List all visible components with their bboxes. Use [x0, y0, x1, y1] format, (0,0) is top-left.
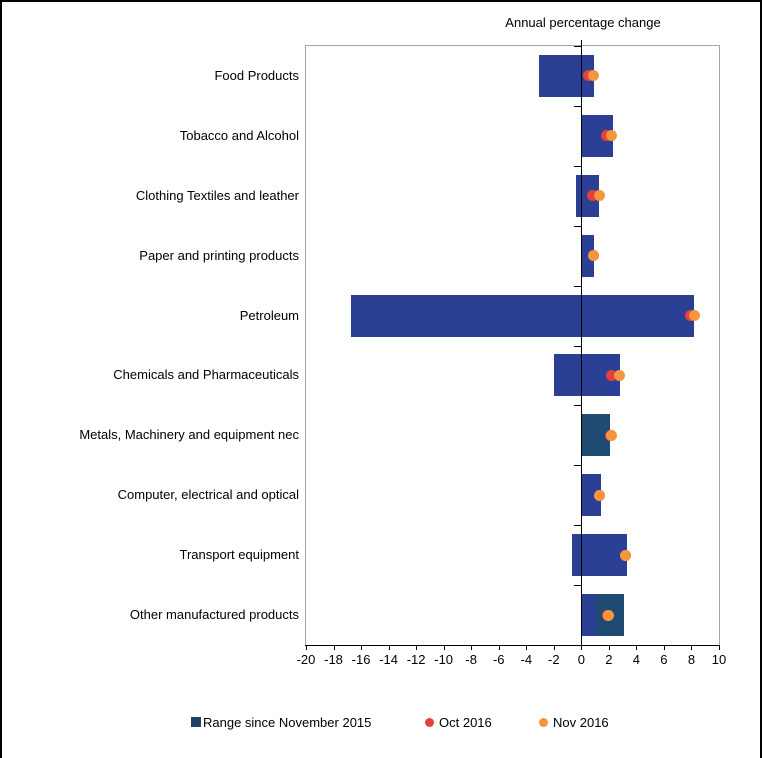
x-tick-label: -8 — [465, 652, 477, 667]
x-tick-label: -4 — [520, 652, 533, 667]
nov-marker-dot — [593, 190, 605, 202]
x-axis-tick — [663, 645, 665, 650]
x-axis-tick — [333, 645, 335, 650]
x-tick-label: 10 — [711, 652, 727, 667]
range-bar — [581, 234, 594, 277]
category-label: Paper and printing products — [139, 247, 299, 263]
category-label: Petroleum — [239, 307, 299, 323]
oct-marker-dot — [586, 190, 598, 202]
x-tick-label: -12 — [406, 652, 426, 667]
x-axis-tick — [471, 645, 473, 650]
nov-marker-dot — [614, 369, 626, 381]
nov-marker-dot — [606, 429, 618, 441]
category-axis-tick — [574, 465, 582, 467]
x-tick-label: -10 — [434, 652, 454, 667]
category-label: Other manufactured products — [129, 607, 299, 623]
x-tick-label: -16 — [351, 652, 371, 667]
x-axis-tick — [581, 645, 583, 650]
x-axis-tick — [443, 645, 445, 650]
x-axis-tick — [361, 645, 363, 650]
category-axis-tick — [574, 405, 582, 407]
x-tick-label: -14 — [379, 652, 398, 667]
legend-nov-label: Nov 2016 — [553, 715, 609, 730]
chart-title: Annual percentage change — [505, 15, 661, 30]
x-tick-label: -18 — [324, 652, 343, 667]
x-axis-tick — [553, 645, 555, 650]
x-axis-tick — [636, 645, 638, 650]
x-tick-label: 8 — [687, 652, 696, 667]
range-bar — [581, 474, 601, 517]
category-axis-tick — [574, 525, 582, 527]
nov-marker-dot — [593, 489, 605, 501]
range-bar — [351, 294, 695, 337]
x-tick-label: 6 — [660, 652, 668, 667]
category-axis-tick — [574, 225, 582, 227]
x-tick-label: -6 — [492, 652, 505, 667]
category-label: Food Products — [214, 67, 299, 83]
nov-marker-dot — [606, 130, 618, 142]
category-axis-tick — [574, 165, 582, 167]
range-series-swatch-icon — [191, 717, 201, 727]
x-axis-tick — [719, 645, 720, 650]
nov-series-dot-icon — [539, 718, 548, 727]
category-label: Transport equipment — [179, 547, 299, 563]
x-tick-label: 0 — [577, 652, 585, 667]
nov-marker-dot — [688, 310, 700, 322]
category-label: Metals, Machinery and equipment nec — [79, 427, 299, 443]
x-axis-tick — [498, 645, 500, 650]
oct-series-dot-icon — [425, 718, 434, 727]
x-tick-label: -20 — [296, 652, 316, 667]
x-axis-tick — [388, 645, 390, 650]
nov-marker-dot — [588, 70, 600, 82]
nov-marker-dot — [603, 609, 615, 621]
x-axis-line — [305, 645, 720, 646]
category-axis-tick — [574, 46, 582, 47]
x-axis-tick — [416, 645, 418, 650]
x-axis-tick — [306, 645, 307, 650]
oct-marker-dot — [606, 369, 618, 381]
x-axis-tick — [691, 645, 693, 650]
oct-marker-dot — [582, 70, 594, 82]
zero-axis-line — [580, 40, 583, 645]
category-axis-tick — [574, 105, 582, 107]
nov-marker-dot — [588, 250, 600, 262]
category-label: Computer, electrical and optical — [117, 487, 299, 503]
range-bar — [581, 594, 597, 637]
nov-marker-dot — [619, 549, 631, 561]
x-tick-label: 4 — [632, 652, 640, 667]
x-axis-tick — [526, 645, 528, 650]
category-label: Clothing Textiles and leather — [135, 187, 299, 203]
category-axis-tick — [574, 585, 582, 587]
category-axis-tick — [574, 285, 582, 287]
x-tick-label: 2 — [605, 652, 613, 667]
legend-oct-label: Oct 2016 — [439, 715, 492, 730]
plot-border — [305, 45, 720, 646]
category-label: Chemicals and Pharmaceuticals — [113, 367, 299, 383]
category-axis-tick — [574, 345, 582, 347]
category-label: Tobacco and Alcohol — [179, 127, 299, 143]
legend-range-label: Range since November 2015 — [203, 715, 372, 730]
x-axis-tick — [608, 645, 610, 650]
x-tick-label: -2 — [548, 652, 560, 667]
